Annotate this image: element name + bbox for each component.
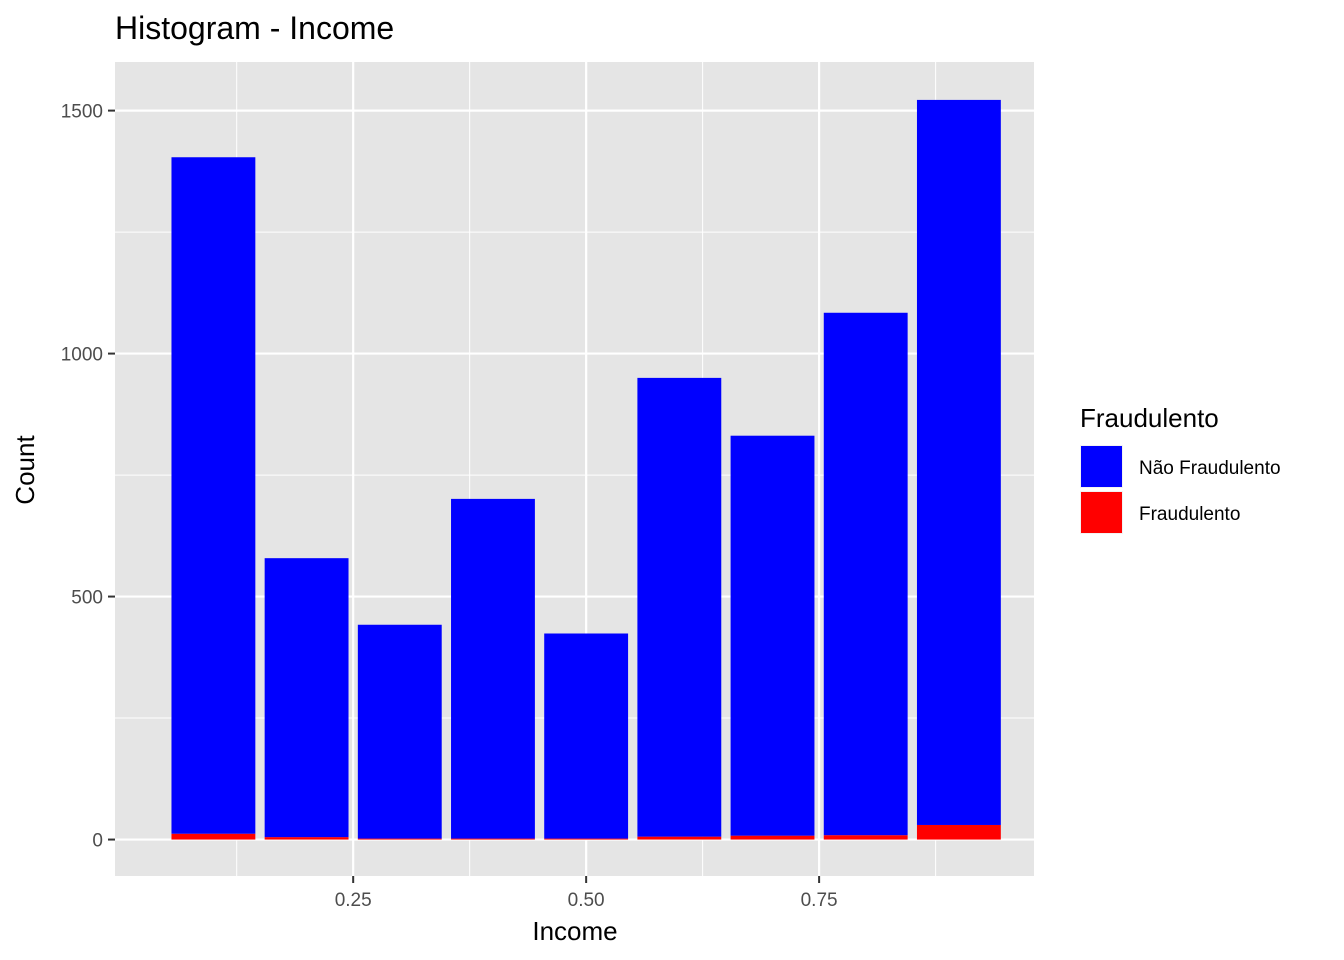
bar-fraudulento: [730, 835, 815, 840]
legend: Fraudulento Não Fraudulento Fraudulento: [1080, 403, 1281, 534]
legend-title: Fraudulento: [1080, 403, 1219, 433]
y-tick-label: 1500: [61, 102, 103, 123]
bar-fraudulento: [916, 824, 1001, 840]
x-axis-title: Income: [532, 916, 617, 946]
bar-fraudulento: [451, 838, 535, 840]
bar-fraudulento: [357, 838, 442, 840]
bar-nao-fraudulento: [823, 312, 908, 836]
x-axis: 0.25 0.50 0.75: [335, 876, 838, 911]
legend-key-swatch: [1081, 492, 1122, 533]
legend-label: Fraudulento: [1139, 504, 1240, 525]
bar-fraudulento: [637, 836, 722, 840]
y-tick-label: 1000: [61, 345, 103, 366]
bar-fraudulento: [544, 838, 629, 840]
bar-nao-fraudulento: [451, 498, 535, 839]
y-tick-label: 500: [71, 588, 103, 609]
chart-title: Histogram - Income: [115, 10, 394, 46]
bar-nao-fraudulento: [637, 377, 722, 837]
bar-nao-fraudulento: [171, 157, 256, 834]
bar-nao-fraudulento: [916, 99, 1001, 825]
x-tick-label: 0.50: [568, 890, 605, 911]
bar-nao-fraudulento: [264, 558, 349, 838]
bar-fraudulento: [171, 833, 256, 840]
bar-nao-fraudulento: [544, 633, 629, 839]
legend-key-swatch: [1081, 446, 1122, 487]
legend-label: Não Fraudulento: [1139, 458, 1281, 479]
y-axis-title: Count: [10, 435, 40, 505]
y-axis: 0 500 1000 1500: [61, 102, 115, 852]
bar-nao-fraudulento: [730, 435, 815, 836]
x-tick-label: 0.25: [335, 890, 372, 911]
bar-nao-fraudulento: [357, 624, 442, 839]
x-tick-label: 0.75: [801, 890, 838, 911]
bar-fraudulento: [823, 835, 908, 840]
legend-items: Não Fraudulento Fraudulento: [1080, 445, 1281, 534]
y-tick-label: 0: [92, 831, 103, 852]
bar-fraudulento: [264, 837, 349, 840]
bars: [171, 99, 1001, 840]
